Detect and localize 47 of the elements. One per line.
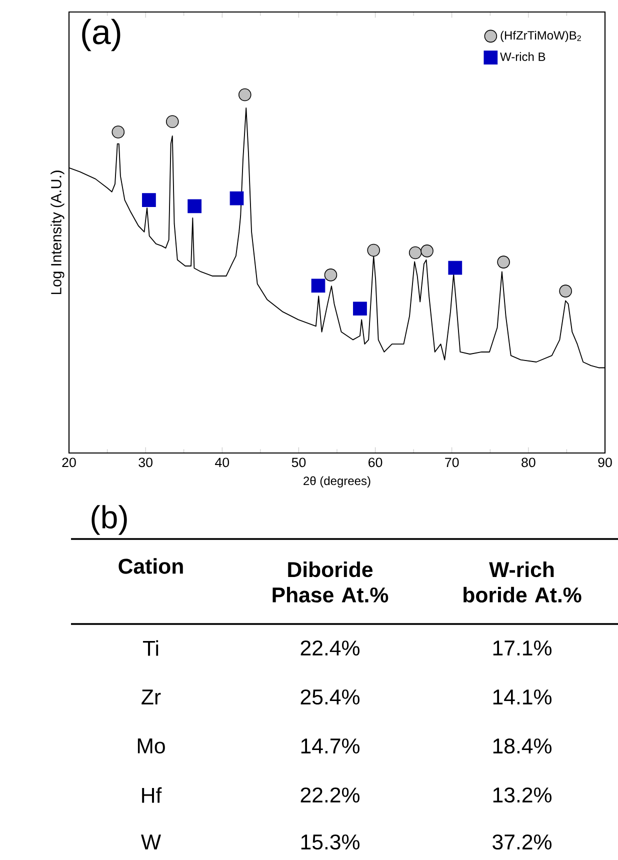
- data-label: 14.1%: [493, 690, 552, 704]
- x-tick-label: 60: [368, 458, 382, 468]
- category-label: Mo: [138, 738, 165, 754]
- x-tick-label: 30: [138, 458, 152, 468]
- point: [311, 278, 326, 293]
- x-tick-label: 90: [598, 458, 612, 468]
- point: [420, 244, 434, 258]
- x-tick-label: 70: [445, 458, 459, 468]
- data-label: 25.4%: [300, 689, 360, 705]
- point: [142, 193, 156, 208]
- text: Diboride Phase At.%: [272, 562, 388, 602]
- data-label: 22.4%: [300, 640, 360, 656]
- category-label: Zr: [142, 690, 161, 704]
- legend-label: (HfZrTiMoW)B$_{2}$: [500, 30, 581, 42]
- data-label: 13.2%: [493, 787, 552, 803]
- x-tick-label: 50: [292, 458, 306, 468]
- data-label: 17.1%: [493, 640, 552, 656]
- text: Cation: [118, 558, 183, 574]
- data-label: 18.4%: [493, 738, 552, 754]
- point: [448, 260, 462, 275]
- point: [408, 246, 422, 260]
- data-label: 15.3%: [301, 834, 360, 850]
- point: [238, 88, 252, 102]
- point: [324, 268, 338, 282]
- point: [188, 199, 202, 214]
- data-label: 14.7%: [301, 738, 360, 754]
- x-axis-title: 2θ (degrees): [304, 476, 370, 488]
- text: (a): [82, 18, 120, 52]
- category-label: Hf: [142, 787, 162, 803]
- point: [559, 284, 572, 298]
- x-tick-label: 80: [522, 458, 536, 468]
- point: [353, 302, 367, 316]
- category-label: W: [141, 834, 161, 850]
- text: W-rich boride At.%: [464, 562, 582, 602]
- category-label: Ti: [142, 640, 158, 656]
- point: [166, 115, 179, 128]
- y-axis-title: Log Intensity (A.U.): [50, 170, 64, 294]
- point: [112, 126, 125, 138]
- text: (b): [92, 505, 127, 535]
- point: [497, 256, 510, 268]
- legend-label: W-rich B: [500, 52, 546, 62]
- x-tick-label: 40: [215, 458, 230, 468]
- data-label: 22.2%: [300, 788, 360, 803]
- data-label: 37.2%: [492, 834, 552, 850]
- point: [230, 191, 244, 206]
- point: [367, 244, 380, 257]
- x-tick-label: 20: [62, 458, 76, 468]
